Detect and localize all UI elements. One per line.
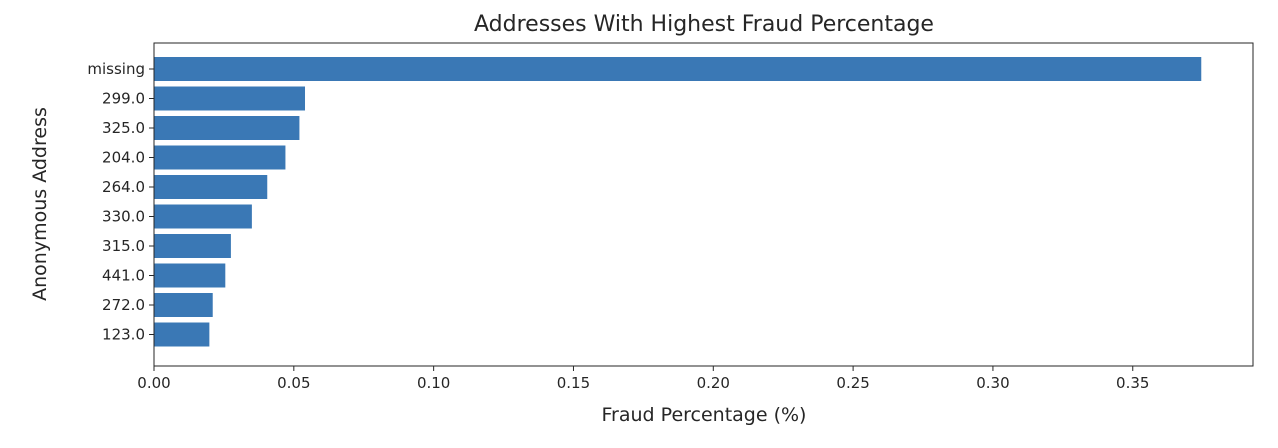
bar-315.0 [154, 234, 231, 258]
x-tick-label: 0.20 [697, 374, 730, 392]
y-tick-label: 272.0 [102, 296, 145, 314]
bar-272.0 [154, 293, 213, 317]
x-tick-label: 0.05 [277, 374, 310, 392]
y-axis-label: Anonymous Address [29, 107, 51, 301]
x-tick-label: 0.35 [1116, 374, 1149, 392]
chart-title: Addresses With Highest Fraud Percentage [474, 12, 934, 37]
y-tick-label: 299.0 [102, 90, 145, 108]
y-ticks-group: missing 299.0 325.0 204.0 264.0 330.0 315.0 441… [87, 60, 154, 344]
x-tick-label: 0.15 [557, 374, 590, 392]
bar-264.0 [154, 175, 268, 199]
y-tick-label: 325.0 [102, 119, 145, 137]
x-ticks-group: 0.00 0.05 0.10 0.15 0.20 0.25 0.30 0.35 [137, 366, 1149, 392]
bar-299.0 [154, 86, 306, 111]
x-tick-label: 0.00 [137, 374, 170, 392]
bar-330.0 [154, 204, 252, 229]
y-tick-label: 123.0 [102, 326, 145, 344]
bar-missing [154, 57, 1202, 81]
x-tick-label: 0.10 [417, 374, 450, 392]
y-tick-label: 204.0 [102, 149, 145, 167]
plot-frame [153, 42, 1254, 367]
x-tick-label: 0.30 [976, 374, 1009, 392]
bar-441.0 [154, 263, 226, 288]
bars-group [154, 57, 1202, 347]
bar-123.0 [154, 322, 210, 347]
y-tick-label: 315.0 [102, 237, 145, 255]
bar-204.0 [154, 145, 286, 170]
y-tick-label: 330.0 [102, 208, 145, 226]
y-tick-label: 441.0 [102, 267, 145, 285]
bar-325.0 [154, 116, 300, 140]
y-tick-label: missing [87, 60, 145, 78]
x-axis-label: Fraud Percentage (%) [602, 404, 807, 426]
x-tick-label: 0.25 [836, 374, 869, 392]
y-tick-label: 264.0 [102, 178, 145, 196]
